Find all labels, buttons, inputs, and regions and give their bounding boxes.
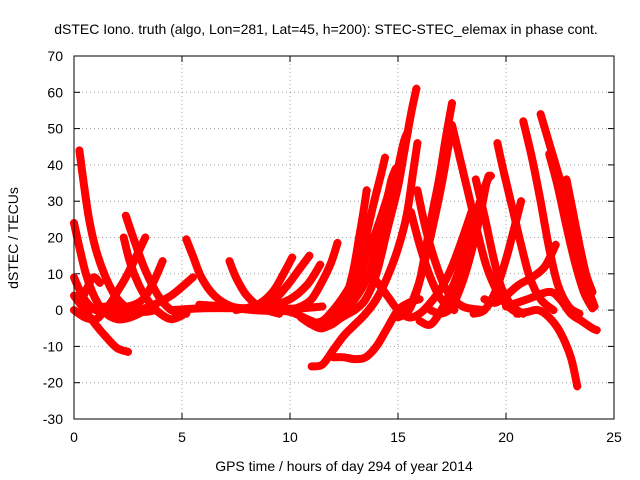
- end-marker: [333, 238, 342, 247]
- series-arc36: [493, 139, 558, 315]
- series-track: [76, 273, 104, 307]
- end-marker: [517, 197, 526, 206]
- series-track: [80, 257, 167, 315]
- series-track: [372, 208, 476, 322]
- series-arc06: [76, 273, 104, 307]
- end-marker: [413, 139, 422, 148]
- series-arc42: [562, 175, 597, 296]
- y-tick-label: 50: [47, 121, 63, 137]
- series-track: [480, 240, 560, 307]
- x-tick-label: 25: [606, 429, 622, 445]
- end-marker: [141, 233, 150, 242]
- series-arc37: [469, 197, 526, 318]
- series-arc34: [426, 171, 495, 318]
- end-marker: [316, 260, 325, 269]
- y-axis-label: dSTEC / TECUs: [5, 187, 21, 289]
- y-tick-label: -10: [43, 338, 63, 354]
- grid: [74, 56, 614, 419]
- series-arc10: [102, 273, 197, 319]
- series-track: [502, 287, 601, 335]
- series-track: [404, 124, 456, 315]
- series-arc41: [545, 150, 597, 313]
- series-arc38: [480, 240, 560, 307]
- series-arc16: [253, 251, 314, 315]
- series-arc44: [512, 305, 582, 391]
- y-tick-label: 0: [55, 302, 63, 318]
- end-marker: [188, 273, 197, 282]
- series-track: [286, 238, 342, 315]
- end-marker: [549, 306, 558, 315]
- end-marker: [124, 347, 132, 356]
- plot-frame: [73, 55, 615, 420]
- x-tick-label: 20: [498, 429, 514, 445]
- end-marker: [158, 257, 167, 266]
- x-tick-label: 10: [282, 429, 298, 445]
- series-track: [512, 305, 582, 391]
- y-tick-label: 30: [47, 193, 63, 209]
- x-tick-label: 15: [390, 429, 406, 445]
- y-tick-label: -20: [43, 375, 63, 391]
- series-track: [350, 84, 421, 315]
- y-tick-label: 70: [47, 48, 63, 64]
- end-marker: [381, 153, 390, 162]
- series-arc09: [80, 257, 167, 315]
- series-track: [545, 150, 597, 313]
- series-arc24: [350, 84, 421, 315]
- end-marker: [362, 186, 371, 195]
- series-track: [469, 197, 526, 318]
- end-marker: [486, 171, 495, 180]
- plot-area: [70, 84, 601, 391]
- x-tick-label: 5: [178, 429, 186, 445]
- series-track: [493, 139, 558, 315]
- y-tick-label: 20: [47, 230, 63, 246]
- end-marker: [551, 240, 560, 249]
- series-track: [562, 175, 597, 296]
- series-arc15: [232, 253, 297, 315]
- end-marker: [412, 84, 421, 93]
- y-tick-label: -30: [43, 411, 63, 427]
- series-track: [426, 171, 495, 318]
- series-arc18: [286, 238, 342, 315]
- end-marker: [588, 287, 597, 296]
- y-tick-label: 10: [47, 266, 63, 282]
- series-track: [232, 253, 297, 315]
- end-marker: [318, 302, 327, 311]
- end-marker: [288, 253, 297, 262]
- end-marker: [573, 382, 582, 391]
- series-track: [329, 295, 424, 364]
- chart-title: dSTEC Iono. truth (algo, Lon=281, Lat=45…: [54, 21, 598, 37]
- series-track: [253, 251, 314, 315]
- end-marker: [592, 326, 601, 335]
- y-tick-label: 60: [47, 84, 63, 100]
- series-arc43: [502, 287, 601, 335]
- x-tick-label: 0: [70, 429, 78, 445]
- tick-labels: 0 5 10 15 20 25 -30 -20 -10 0 10 20 30 40 50 60 70: [43, 48, 622, 445]
- x-axis-label: GPS time / hours of day 294 of year 2014: [215, 458, 473, 474]
- end-marker: [588, 304, 597, 313]
- y-tick-label: 40: [47, 157, 63, 173]
- end-marker: [95, 278, 104, 287]
- series-track: [102, 273, 197, 319]
- series-track: [413, 186, 489, 315]
- end-marker: [448, 99, 456, 108]
- end-marker: [305, 251, 314, 260]
